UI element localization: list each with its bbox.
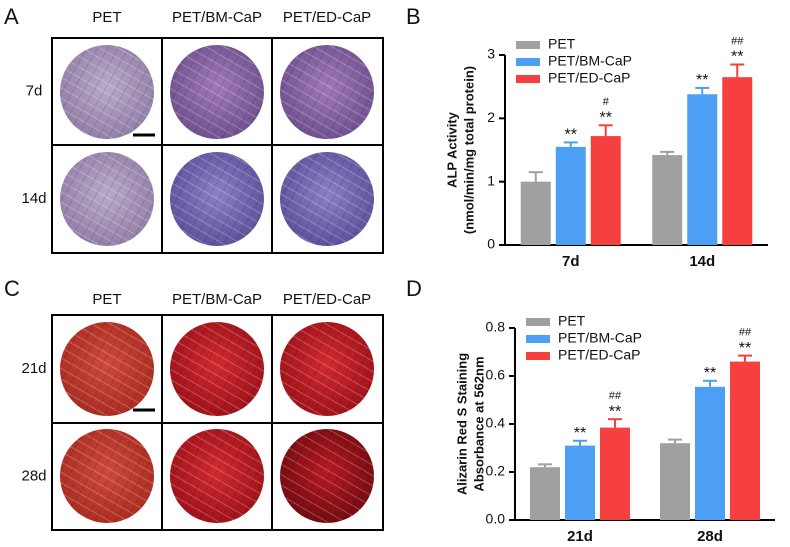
x-tick-label: 7d xyxy=(562,253,580,270)
bar xyxy=(695,386,725,520)
legend-label: PET/BM-CaP xyxy=(558,330,642,346)
y-axis-label: ALP Activity xyxy=(444,111,459,188)
column-header: PET/BM-CaP xyxy=(172,9,262,26)
y-tick-label: 0.8 xyxy=(486,319,506,335)
column-header: PET/ED-CaP xyxy=(283,291,371,308)
bar xyxy=(652,155,683,245)
significance-label: ## xyxy=(739,327,752,339)
column-header: PET/BM-CaP xyxy=(172,291,262,308)
significance-label: ## xyxy=(731,35,744,47)
y-tick-label: 2 xyxy=(487,109,495,125)
legend-label: PET xyxy=(548,36,576,52)
y-tick-label: 0.2 xyxy=(486,463,506,479)
y-axis-label: Alizarin Red S Staining xyxy=(454,353,469,495)
column-header: PET/ED-CaP xyxy=(283,9,371,26)
x-tick-label: 28d xyxy=(697,528,723,542)
y-tick-label: 0 xyxy=(487,236,495,252)
significance-label: ** xyxy=(565,127,577,144)
y-tick-label: 0.6 xyxy=(486,367,506,383)
bar xyxy=(600,427,630,520)
column-header: PET xyxy=(92,291,121,308)
bar xyxy=(530,467,560,520)
bar xyxy=(590,136,621,245)
y-tick-label: 0.4 xyxy=(486,415,506,431)
significance-label: ** xyxy=(696,72,708,89)
legend-swatch xyxy=(516,41,540,49)
panel-label: B xyxy=(406,4,421,29)
row-label: 28d xyxy=(21,467,46,484)
x-tick-label: 14d xyxy=(689,253,715,270)
legend-label: PET/ED-CaP xyxy=(558,347,640,363)
y-axis-label: (nmol/min/mg total protein) xyxy=(461,66,476,234)
x-tick-label: 21d xyxy=(567,528,593,542)
legend-swatch xyxy=(526,352,550,360)
legend-swatch xyxy=(516,75,540,83)
image-grids xyxy=(51,37,384,531)
significance-label: ## xyxy=(609,390,622,402)
bar xyxy=(660,443,690,520)
panel-label: A xyxy=(4,4,19,29)
y-tick-label: 3 xyxy=(487,46,495,62)
legend-label: PET/BM-CaP xyxy=(548,53,632,69)
legend-swatch xyxy=(526,318,550,326)
column-header: PET xyxy=(92,9,121,26)
significance-label: ** xyxy=(704,365,716,382)
panel-label: C xyxy=(4,276,20,301)
row-label: 14d xyxy=(21,190,46,207)
bar xyxy=(565,445,595,520)
bar xyxy=(555,146,586,245)
micrographs xyxy=(60,45,374,246)
micrographs xyxy=(60,322,374,523)
legend-swatch xyxy=(526,335,550,343)
y-tick-label: 1 xyxy=(487,172,495,188)
significance-label: ** xyxy=(731,49,743,66)
bar xyxy=(687,94,718,246)
row-label: 21d xyxy=(21,360,46,377)
bar xyxy=(730,361,760,520)
significance-label: ** xyxy=(574,425,586,442)
significance-label: # xyxy=(603,96,610,108)
significance-label: ** xyxy=(600,110,612,127)
bar xyxy=(520,181,551,245)
y-axis-label: Absorbance at 562nm xyxy=(471,356,486,491)
legend-swatch xyxy=(516,58,540,66)
legend-label: PET xyxy=(558,313,586,329)
significance-label: ** xyxy=(609,403,621,420)
row-label: 7d xyxy=(26,82,43,99)
bar xyxy=(722,77,753,246)
legend-label: PET/ED-CaP xyxy=(548,70,630,86)
significance-label: ** xyxy=(739,340,751,357)
y-tick-label: 0.0 xyxy=(486,511,506,527)
panel-label: D xyxy=(406,276,422,301)
